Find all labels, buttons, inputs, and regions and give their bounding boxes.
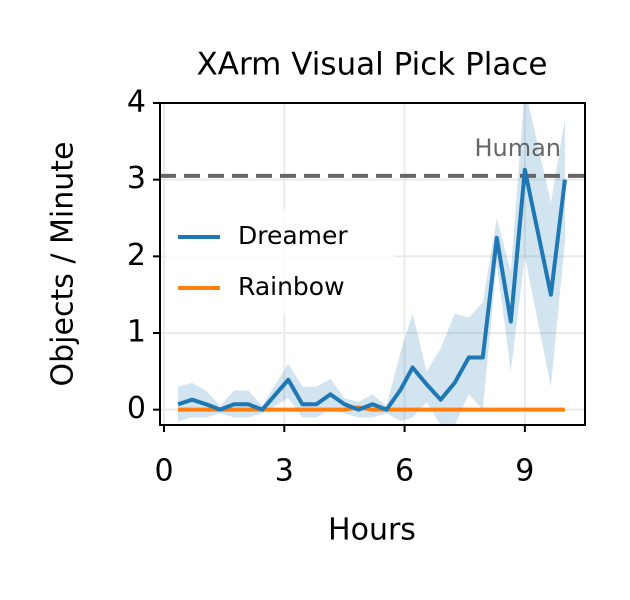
error-band (330, 379, 345, 414)
line-series (178, 405, 565, 412)
line-series (177, 167, 567, 412)
reference-label: Human (474, 134, 561, 162)
x-tick-label: 9 (515, 454, 534, 489)
x-tick-label: 6 (395, 454, 414, 489)
x-tick-label: 0 (154, 454, 173, 489)
legend-box (166, 210, 394, 314)
plot-frame (159, 102, 586, 426)
y-tick-label: 1 (127, 315, 146, 350)
error-band (302, 386, 317, 418)
plot-area (160, 103, 585, 425)
y-tick-label: 2 (127, 238, 146, 273)
error-band (426, 348, 441, 425)
legend-label: Rainbow (238, 272, 345, 301)
y-axis-label: Objects / Minute (46, 142, 81, 387)
y-tick-label: 4 (127, 85, 146, 120)
error-band (412, 313, 427, 418)
error-band (400, 313, 413, 422)
x-axis-label: Hours (328, 513, 416, 548)
x-tick-label: 3 (275, 454, 294, 489)
y-tick-label: 3 (127, 161, 146, 196)
chart-title: XArm Visual Pick Place (197, 47, 548, 83)
legend-label: Dreamer (238, 221, 348, 250)
y-tick-label: 0 (127, 391, 146, 426)
